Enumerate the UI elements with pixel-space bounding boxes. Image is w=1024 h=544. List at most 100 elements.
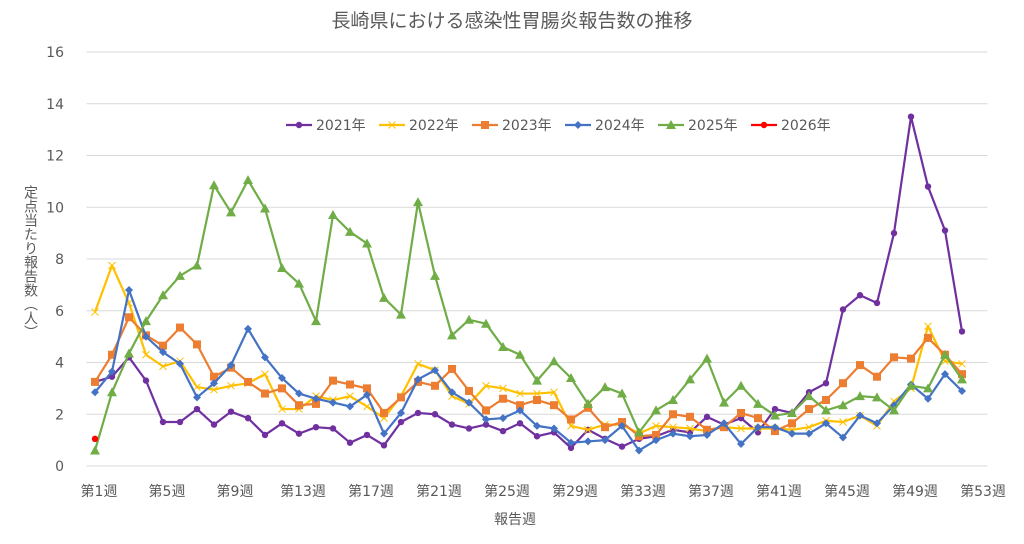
data-point (158, 290, 168, 300)
data-point (397, 418, 405, 426)
data-point (91, 377, 99, 386)
data-point (379, 292, 389, 302)
data-point (567, 444, 575, 452)
series-2024年 (91, 286, 966, 455)
data-point (839, 433, 847, 442)
data-point (958, 370, 966, 379)
data-point (125, 286, 133, 295)
data-point (533, 433, 541, 440)
data-point (549, 356, 559, 366)
data-point (838, 400, 848, 410)
data-point (312, 394, 320, 403)
legend: 2021年 2022年 2023年 2024年 2025年 2026年 (286, 118, 831, 134)
data-point (431, 411, 439, 418)
data-point (566, 373, 576, 383)
data-point (890, 353, 898, 362)
legend-item: 2022年 (379, 118, 459, 134)
x-tick-label: 第17週 (348, 483, 394, 500)
data-point (822, 380, 830, 387)
data-point (312, 399, 320, 408)
data-point (295, 121, 303, 129)
data-point (941, 227, 949, 234)
data-point (839, 418, 847, 426)
data-point (686, 432, 694, 441)
data-point (600, 382, 610, 392)
series-line (93, 264, 963, 435)
data-point (941, 370, 949, 379)
legend-item: 2025年 (658, 118, 738, 134)
data-point (481, 121, 489, 129)
data-point (652, 436, 660, 445)
data-point (516, 406, 524, 415)
data-point (703, 413, 711, 421)
y-tick-label: 6 (55, 304, 64, 320)
data-point (209, 180, 219, 190)
data-point (924, 333, 932, 342)
data-point (686, 424, 694, 433)
data-point (227, 381, 235, 390)
data-point (957, 374, 967, 384)
data-point (261, 389, 269, 398)
data-point (839, 306, 847, 313)
data-point (362, 238, 372, 248)
data-point (805, 405, 813, 414)
data-point (618, 443, 626, 450)
data-point (499, 414, 507, 423)
data-point (278, 374, 286, 383)
data-point (414, 375, 422, 384)
data-point (754, 423, 762, 432)
data-point (346, 392, 354, 400)
data-point (244, 414, 252, 422)
data-point (719, 397, 729, 407)
data-point (295, 430, 303, 437)
data-point (328, 210, 338, 220)
legend-item: 2026年 (751, 118, 831, 134)
legend-label: 2024年 (595, 118, 645, 134)
x-axis-label: 報告週 (494, 512, 536, 528)
x-tick-label: 第49週 (892, 483, 938, 500)
legend-label: 2021年 (316, 118, 366, 134)
data-point (465, 425, 473, 432)
data-point (448, 388, 456, 397)
data-point (584, 425, 592, 434)
data-point (125, 313, 133, 322)
data-point (91, 435, 99, 443)
data-point (396, 309, 406, 319)
data-point (278, 405, 286, 413)
x-tick-label: 第9週 (217, 483, 254, 500)
data-point (788, 429, 796, 438)
data-point (346, 439, 354, 446)
data-point (261, 431, 269, 439)
data-point (176, 418, 184, 426)
y-axis-ticks: 0 2 4 6 8 10 12 14 16 (46, 45, 64, 475)
data-point (363, 402, 371, 411)
data-point (652, 422, 660, 430)
data-point (533, 421, 541, 430)
data-point (278, 420, 286, 427)
data-point (329, 425, 337, 432)
y-tick-label: 8 (55, 252, 64, 268)
legend-label: 2026年 (781, 118, 831, 134)
data-point (210, 421, 218, 428)
data-point (482, 406, 490, 415)
data-point (295, 401, 303, 410)
data-point (924, 183, 932, 190)
data-point (91, 388, 99, 397)
data-point (481, 318, 491, 328)
x-tick-label: 第33週 (620, 483, 666, 500)
data-point (515, 349, 525, 359)
data-point (958, 359, 966, 368)
x-tick-label: 第5週 (149, 483, 186, 500)
data-point (634, 427, 644, 437)
data-point (516, 420, 524, 427)
data-point (108, 367, 116, 376)
x-tick-label: 第29週 (552, 483, 598, 500)
data-point (839, 379, 847, 388)
data-point (278, 384, 286, 393)
data-point (397, 408, 405, 417)
x-tick-label: 第13週 (280, 483, 326, 500)
y-tick-label: 16 (46, 45, 64, 61)
data-point (363, 390, 371, 399)
data-point (666, 120, 676, 129)
data-point (574, 121, 582, 129)
